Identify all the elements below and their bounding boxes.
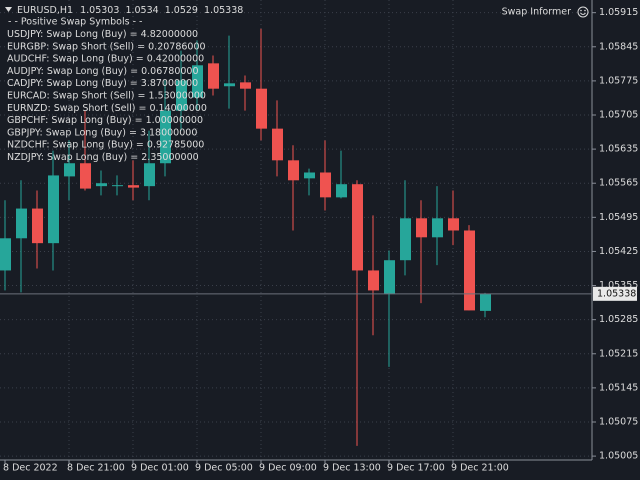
- candle-body: [288, 160, 299, 181]
- candle-body: [128, 185, 139, 188]
- swap-row: USDJPY: Swap Long (Buy) = 4.82000000: [7, 29, 198, 40]
- swap-row: EURCAD: Swap Short (Sell) = 1.53000000: [7, 91, 206, 102]
- y-tick-label: 1.05285: [599, 314, 638, 325]
- candle-body: [0, 238, 11, 271]
- candle-body: [208, 63, 219, 89]
- candle-body: [432, 218, 443, 238]
- swap-row: GBPJPY: Swap Long (Buy) = 3.18000000: [7, 127, 197, 138]
- candle-body: [16, 208, 27, 239]
- candle-body: [320, 172, 331, 198]
- current-price-label: 1.05338: [597, 288, 636, 299]
- candle-body: [144, 163, 155, 187]
- candles: [0, 28, 491, 446]
- candle-body: [272, 128, 283, 161]
- indicator-name: Swap Informer: [502, 7, 571, 18]
- y-tick-label: 1.05635: [599, 144, 638, 155]
- candle-body: [336, 184, 347, 198]
- x-tick-label: 9 Dec 09:00: [259, 463, 317, 474]
- y-tick-label: 1.05215: [599, 348, 638, 359]
- candle-body: [240, 82, 251, 89]
- candle-body: [64, 163, 75, 177]
- candle-body: [256, 88, 267, 129]
- candle-body: [400, 218, 411, 261]
- x-tick-label: 9 Dec 17:00: [387, 463, 445, 474]
- candle-body: [48, 175, 59, 244]
- candle-body: [368, 270, 379, 291]
- candle-body: [416, 218, 427, 238]
- symbol: EURUSD,H1: [17, 5, 73, 16]
- swap-row: GBPCHF: Swap Long (Buy) = 1.00000000: [7, 115, 203, 126]
- candle-body: [224, 83, 235, 87]
- candle-body: [448, 218, 459, 231]
- x-tick-label: 9 Dec 13:00: [323, 463, 381, 474]
- swap-row: EURNZD: Swap Short (Sell) = 0.14000000: [7, 103, 207, 114]
- swap-list: - - Positive Swap Symbols - - USDJPY: Sw…: [7, 17, 207, 164]
- y-tick-label: 1.05425: [599, 246, 638, 257]
- x-tick-label: 9 Dec 01:00: [131, 463, 189, 474]
- ohlc-open: 1.05303: [80, 5, 119, 16]
- y-tick-label: 1.05845: [599, 41, 638, 52]
- y-tick-label: 1.05705: [599, 110, 638, 121]
- swap-row: CADJPY: Swap Long (Buy) = 3.87000000: [7, 78, 198, 89]
- candle-body: [384, 260, 395, 294]
- y-tick-label: 1.05075: [599, 416, 638, 427]
- current-price-box: [593, 286, 637, 301]
- ohlc-low: 1.0529: [165, 5, 198, 16]
- candle-body: [464, 230, 475, 311]
- swap-row: EURGBP: Swap Short (Sell) = 0.20786000: [7, 41, 206, 52]
- y-tick-label: 1.05355: [599, 280, 638, 291]
- y-tick-label: 1.05145: [599, 382, 638, 393]
- chart-header: EURUSD,H1 1.05303 1.0534 1.0529 1.05338: [17, 5, 243, 16]
- candle-body: [304, 172, 315, 179]
- y-tick-label: 1.05495: [599, 212, 638, 223]
- smiley-icon: [577, 6, 589, 18]
- candle-body: [80, 163, 91, 189]
- candle-body: [112, 185, 123, 187]
- collapse-triangle[interactable]: [5, 7, 12, 12]
- ohlc-close: 1.05338: [204, 5, 243, 16]
- x-tick-label: 9 Dec 05:00: [195, 463, 253, 474]
- y-tick-label: 1.05775: [599, 75, 638, 86]
- swap-row: AUDJPY: Swap Long (Buy) = 0.06780000: [7, 66, 199, 77]
- candle-body: [160, 110, 171, 164]
- swap-row: AUDCHF: Swap Long (Buy) = 0.42000000: [7, 54, 204, 65]
- y-tick-label: 1.05005: [599, 451, 638, 462]
- y-tick-label: 1.05565: [599, 178, 638, 189]
- x-tick-label: 8 Dec 21:00: [67, 463, 125, 474]
- y-tick-label: 1.05915: [599, 7, 638, 18]
- swap-heading: - - Positive Swap Symbols - -: [8, 17, 142, 28]
- swap-row: NZDJPY: Swap Long (Buy) = 2.35000000: [7, 152, 199, 163]
- ohlc-high: 1.0534: [125, 5, 158, 16]
- x-tick-label: 9 Dec 21:00: [451, 463, 509, 474]
- candle-body: [96, 183, 107, 187]
- candle-body: [192, 65, 203, 98]
- candle-body: [480, 293, 491, 311]
- candle-body: [176, 80, 187, 111]
- x-tick-label: 8 Dec 2022: [3, 463, 58, 474]
- candle-body: [352, 184, 363, 271]
- swap-row: NZDCHF: Swap Long (Buy) = 0.92785000: [7, 140, 204, 151]
- candle-body: [32, 208, 43, 244]
